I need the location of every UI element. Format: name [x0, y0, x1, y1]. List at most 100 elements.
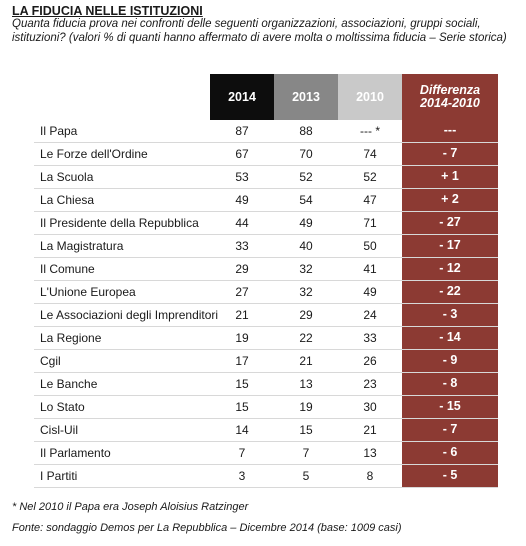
table-row: Il Comune 29 32 41 - 12: [0, 258, 526, 281]
row-label: Le Associazioni degli Imprenditori: [40, 308, 219, 322]
value-difference: - 5: [442, 468, 458, 482]
value-difference: - 27: [439, 215, 461, 229]
value-2013: 15: [299, 423, 313, 437]
column-header-2014: 2014: [210, 74, 274, 120]
value-difference: - 9: [442, 353, 458, 367]
table-row: Cgil 17 21 26 - 9: [0, 350, 526, 373]
table-row: Lo Stato 15 19 30 - 15: [0, 396, 526, 419]
value-2010: 23: [363, 377, 377, 391]
value-2013: 19: [299, 400, 313, 414]
value-2013: 70: [299, 147, 313, 161]
value-2010: 74: [363, 147, 377, 161]
row-divider: [34, 280, 498, 281]
row-divider: [34, 441, 498, 442]
value-difference: - 8: [442, 376, 458, 390]
row-divider: [34, 188, 498, 189]
value-2010: 33: [363, 331, 377, 345]
row-label: La Scuola: [40, 170, 94, 184]
difference-header-line2: 2014-2010: [420, 96, 480, 110]
value-2014: 49: [235, 193, 249, 207]
row-divider: [34, 234, 498, 235]
value-2014: 67: [235, 147, 249, 161]
table-row: La Magistratura 33 40 50 - 17: [0, 235, 526, 258]
row-divider: [34, 165, 498, 166]
value-2014: 14: [235, 423, 249, 437]
value-2013: 54: [299, 193, 313, 207]
column-header-difference: Differenza 2014-2010: [402, 74, 498, 120]
row-label: Il Parlamento: [40, 446, 111, 460]
row-label: Cisl-Uil: [40, 423, 78, 437]
row-label: Lo Stato: [40, 400, 85, 414]
table-row: Il Presidente della Repubblica 44 49 71 - 27: [0, 212, 526, 235]
table-row: Le Banche 15 13 23 - 8: [0, 373, 526, 396]
row-label: Le Forze dell'Ordine: [40, 147, 148, 161]
value-2010: 71: [363, 216, 377, 230]
row-label: Il Presidente della Repubblica: [40, 216, 199, 230]
value-difference: - 14: [439, 330, 461, 344]
value-2010: 47: [363, 193, 377, 207]
value-2013: 49: [299, 216, 313, 230]
value-difference: ---: [443, 123, 457, 137]
value-2014: 3: [238, 469, 246, 483]
table-row: Il Papa 87 88 --- * ---: [0, 120, 526, 143]
value-2010: 52: [363, 170, 377, 184]
table-row: Il Parlamento 7 7 13 - 6: [0, 442, 526, 465]
value-difference: - 3: [442, 307, 458, 321]
page-subtitle: Quanta fiducia prova nei confronti delle…: [12, 18, 507, 44]
value-2010: 26: [363, 354, 377, 368]
value-2014: 53: [235, 170, 249, 184]
value-2014: 15: [235, 377, 249, 391]
row-divider: [34, 211, 498, 212]
value-2013: 22: [299, 331, 313, 345]
table-row: Le Forze dell'Ordine 67 70 74 - 7: [0, 143, 526, 166]
row-label: I Partiti: [40, 469, 78, 483]
row-label: Il Comune: [40, 262, 95, 276]
row-divider: [34, 142, 498, 143]
value-difference: - 17: [439, 238, 461, 252]
value-2013: 88: [299, 124, 313, 138]
page-title: LA FIDUCIA NELLE ISTITUZIONI: [12, 4, 203, 18]
row-divider: [34, 487, 498, 488]
table-row: La Scuola 53 52 52 + 1: [0, 166, 526, 189]
value-2014: 17: [235, 354, 249, 368]
value-2013: 32: [299, 262, 313, 276]
value-2010: 30: [363, 400, 377, 414]
value-2010: 49: [363, 285, 377, 299]
row-label: La Magistratura: [40, 239, 124, 253]
value-difference: - 7: [442, 422, 458, 436]
table-row: I Partiti 3 5 8 - 5: [0, 465, 526, 488]
value-2014: 44: [235, 216, 249, 230]
row-divider: [34, 372, 498, 373]
table-row: Cisl-Uil 14 15 21 - 7: [0, 419, 526, 442]
table-row: Le Associazioni degli Imprenditori 21 29 24…: [0, 304, 526, 327]
row-label: Il Papa: [40, 124, 78, 138]
value-2014: 29: [235, 262, 249, 276]
difference-column-background: [402, 74, 498, 488]
value-2010: 13: [363, 446, 377, 460]
value-2014: 87: [235, 124, 249, 138]
row-divider: [34, 395, 498, 396]
source-note: Fonte: sondaggio Demos per La Repubblica…: [12, 522, 402, 534]
table-row: L'Unione Europea 27 32 49 - 22: [0, 281, 526, 304]
value-difference: + 2: [441, 192, 459, 206]
value-2010: 21: [363, 423, 377, 437]
value-2013: 7: [302, 446, 310, 460]
value-difference: - 12: [439, 261, 461, 275]
value-2013: 32: [299, 285, 313, 299]
table-row: La Chiesa 49 54 47 + 2: [0, 189, 526, 212]
row-divider: [34, 303, 498, 304]
value-2010: 50: [363, 239, 377, 253]
row-divider: [34, 418, 498, 419]
value-2014: 33: [235, 239, 249, 253]
row-label: Cgil: [40, 354, 61, 368]
value-2014: 27: [235, 285, 249, 299]
difference-header-line1: Differenza: [419, 83, 481, 97]
value-2014: 19: [235, 331, 249, 345]
value-2014: 21: [235, 308, 249, 322]
value-2010: 24: [363, 308, 377, 322]
value-difference: + 1: [441, 169, 459, 183]
column-header-2013: 2013: [274, 74, 338, 120]
value-2010: 8: [366, 469, 374, 483]
value-2013: 13: [299, 377, 313, 391]
column-header-2010: 2010: [338, 74, 402, 120]
